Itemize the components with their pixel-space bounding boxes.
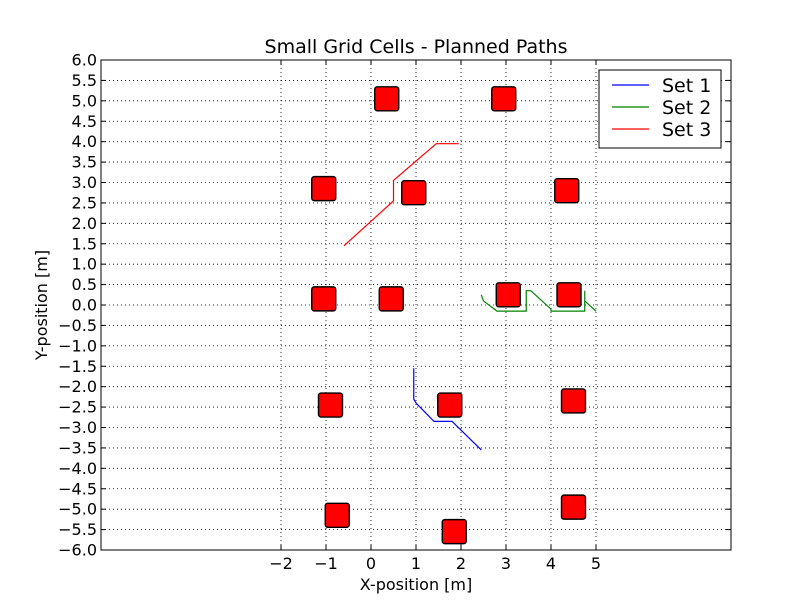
x-tick-label: −1 [314,554,338,573]
y-tick-label: 1.5 [72,234,97,253]
y-tick-label: −3.5 [58,438,97,457]
y-tick-label: −2.5 [58,398,97,417]
obstacle-marker [437,392,463,418]
x-axis-label: X-position [m] [360,575,472,594]
y-tick-label: −1.5 [58,357,97,376]
y-tick-label: 0.0 [72,296,97,315]
chart-title: Small Grid Cells - Planned Paths [265,36,568,58]
y-tick-label: −2.0 [58,377,97,396]
x-tick-label: 2 [456,554,466,573]
y-tick-label: 4.0 [72,132,97,151]
y-tick-label: −6.0 [58,541,97,560]
obstacle-marker [560,388,587,414]
y-tick-label: 6.0 [72,51,97,70]
obstacle-marker [495,282,521,308]
series-line-set-3 [343,143,459,247]
x-tick-label: 4 [546,554,556,573]
legend-entry: Set 2 [662,97,711,119]
y-tick-label: 5.5 [72,71,97,90]
y-tick-label: 2.0 [72,214,97,233]
obstacle-marker [311,286,337,312]
path-series [343,143,597,451]
x-tick-label: 5 [591,554,601,573]
y-tick-label: −4.5 [58,479,97,498]
obstacle-marker [401,180,427,206]
obstacle-marker [556,282,582,308]
obstacle-marker [324,502,350,528]
y-axis-label: Y-position [m] [32,250,51,361]
x-tick-label: 0 [366,554,376,573]
series-line-set-2 [480,290,597,312]
legend-box [598,69,722,149]
y-tick-label: 4.5 [72,112,97,131]
y-tick-label: 3.0 [72,173,97,192]
obstacle-marker [441,518,467,545]
legend-entry: Set 3 [662,119,711,141]
y-tick-label: 1.0 [72,255,97,274]
obstacle-marker [311,175,337,202]
axis-ticks: −2 −1 0 1 2 3 4 5−6.0−5.5−5.0−4.5−4.0−3.5−3.0−2… [58,51,731,573]
series-line-set-1 [413,368,482,451]
x-tick-label: 1 [411,554,421,573]
y-tick-label: 3.5 [72,153,97,172]
obstacle-marker [560,494,587,520]
y-tick-label: −1.0 [58,336,97,355]
y-tick-label: 5.0 [72,91,97,110]
obstacle-marker [317,392,344,418]
obstacle-marker [491,86,517,112]
y-tick-label: −3.0 [58,418,97,437]
legend-entry: Set 1 [662,75,711,97]
obstacle-markers [311,86,587,545]
obstacle-marker [554,177,580,204]
y-tick-label: −5.0 [58,500,97,519]
y-tick-label: −0.5 [58,316,97,335]
x-tick-label: 3 [501,554,511,573]
obstacle-marker [374,86,400,112]
y-tick-label: 2.5 [72,193,97,212]
y-tick-label: −4.0 [58,459,97,478]
y-tick-label: −5.5 [58,520,97,539]
x-tick-label: −2 [269,554,293,573]
obstacle-marker [378,286,404,312]
y-tick-label: 0.5 [72,275,97,294]
